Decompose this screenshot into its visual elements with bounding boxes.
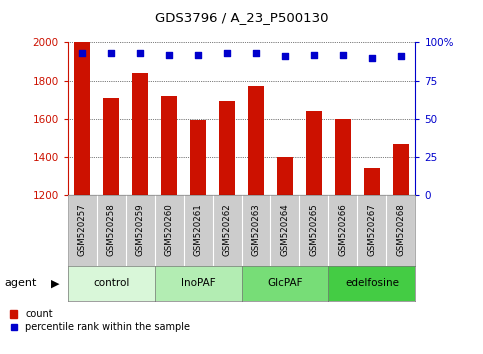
Point xyxy=(165,52,173,57)
Bar xyxy=(248,86,264,195)
Text: GlcPAF: GlcPAF xyxy=(267,278,303,288)
Legend: count, percentile rank within the sample: count, percentile rank within the sample xyxy=(10,309,190,332)
Bar xyxy=(364,168,380,195)
Text: agent: agent xyxy=(5,278,37,288)
Point xyxy=(136,50,144,56)
Text: InoPAF: InoPAF xyxy=(181,278,215,288)
Point xyxy=(368,55,376,61)
Point xyxy=(310,52,318,57)
Text: control: control xyxy=(93,278,129,288)
Point xyxy=(107,50,115,56)
Bar xyxy=(306,111,322,195)
Point xyxy=(397,53,405,59)
Text: GSM520259: GSM520259 xyxy=(136,204,144,256)
Point xyxy=(223,50,231,56)
Text: GSM520263: GSM520263 xyxy=(252,204,260,257)
Point xyxy=(281,53,289,59)
Text: GSM520260: GSM520260 xyxy=(165,204,173,257)
Text: GSM520264: GSM520264 xyxy=(281,204,289,257)
Bar xyxy=(277,156,293,195)
Text: edelfosine: edelfosine xyxy=(345,278,399,288)
Bar xyxy=(103,98,119,195)
Text: GDS3796 / A_23_P500130: GDS3796 / A_23_P500130 xyxy=(155,11,328,24)
Text: GSM520257: GSM520257 xyxy=(78,204,86,257)
Text: GSM520265: GSM520265 xyxy=(310,204,318,257)
Bar xyxy=(74,42,90,195)
Text: GSM520258: GSM520258 xyxy=(107,204,115,257)
Point xyxy=(252,50,260,56)
Bar xyxy=(393,144,409,195)
Text: ▶: ▶ xyxy=(51,278,60,288)
Point xyxy=(78,50,86,56)
Bar xyxy=(190,120,206,195)
Point xyxy=(194,52,202,57)
Text: GSM520261: GSM520261 xyxy=(194,204,202,257)
Bar xyxy=(219,101,235,195)
Bar xyxy=(161,96,177,195)
Bar xyxy=(335,119,351,195)
Point xyxy=(339,52,347,57)
Text: GSM520262: GSM520262 xyxy=(223,204,231,257)
Bar xyxy=(132,73,148,195)
Text: GSM520267: GSM520267 xyxy=(368,204,376,257)
Text: GSM520268: GSM520268 xyxy=(397,204,405,257)
Text: GSM520266: GSM520266 xyxy=(339,204,347,257)
